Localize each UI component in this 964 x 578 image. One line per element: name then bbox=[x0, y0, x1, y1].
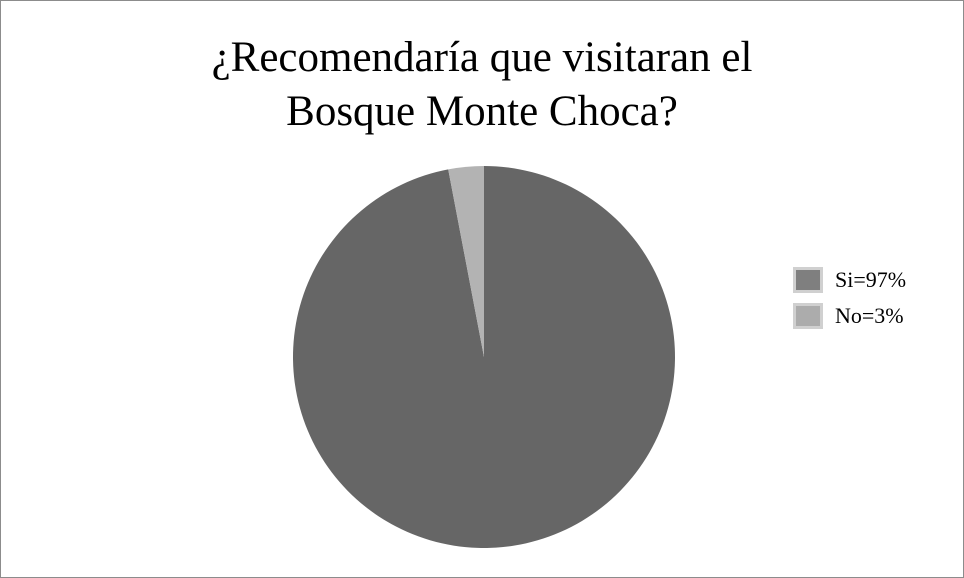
legend-item-no: No=3% bbox=[793, 301, 906, 331]
chart-title: ¿Recomendaría que visitaran el Bosque Mo… bbox=[1, 31, 963, 139]
pie-slice-si bbox=[292, 166, 675, 548]
legend-swatch-no bbox=[793, 303, 823, 329]
chart-title-line-2: Bosque Monte Choca? bbox=[286, 88, 678, 135]
chart-title-line-1: ¿Recomendaría que visitaran el bbox=[211, 34, 753, 81]
pie-slice-no bbox=[448, 166, 484, 357]
legend: Si=97% No=3% bbox=[793, 265, 906, 337]
legend-swatch-si bbox=[793, 267, 823, 293]
legend-label-si: Si=97% bbox=[835, 267, 907, 292]
legend-item-si: Si=97% bbox=[793, 265, 906, 295]
legend-label-no: No=3% bbox=[835, 303, 904, 328]
